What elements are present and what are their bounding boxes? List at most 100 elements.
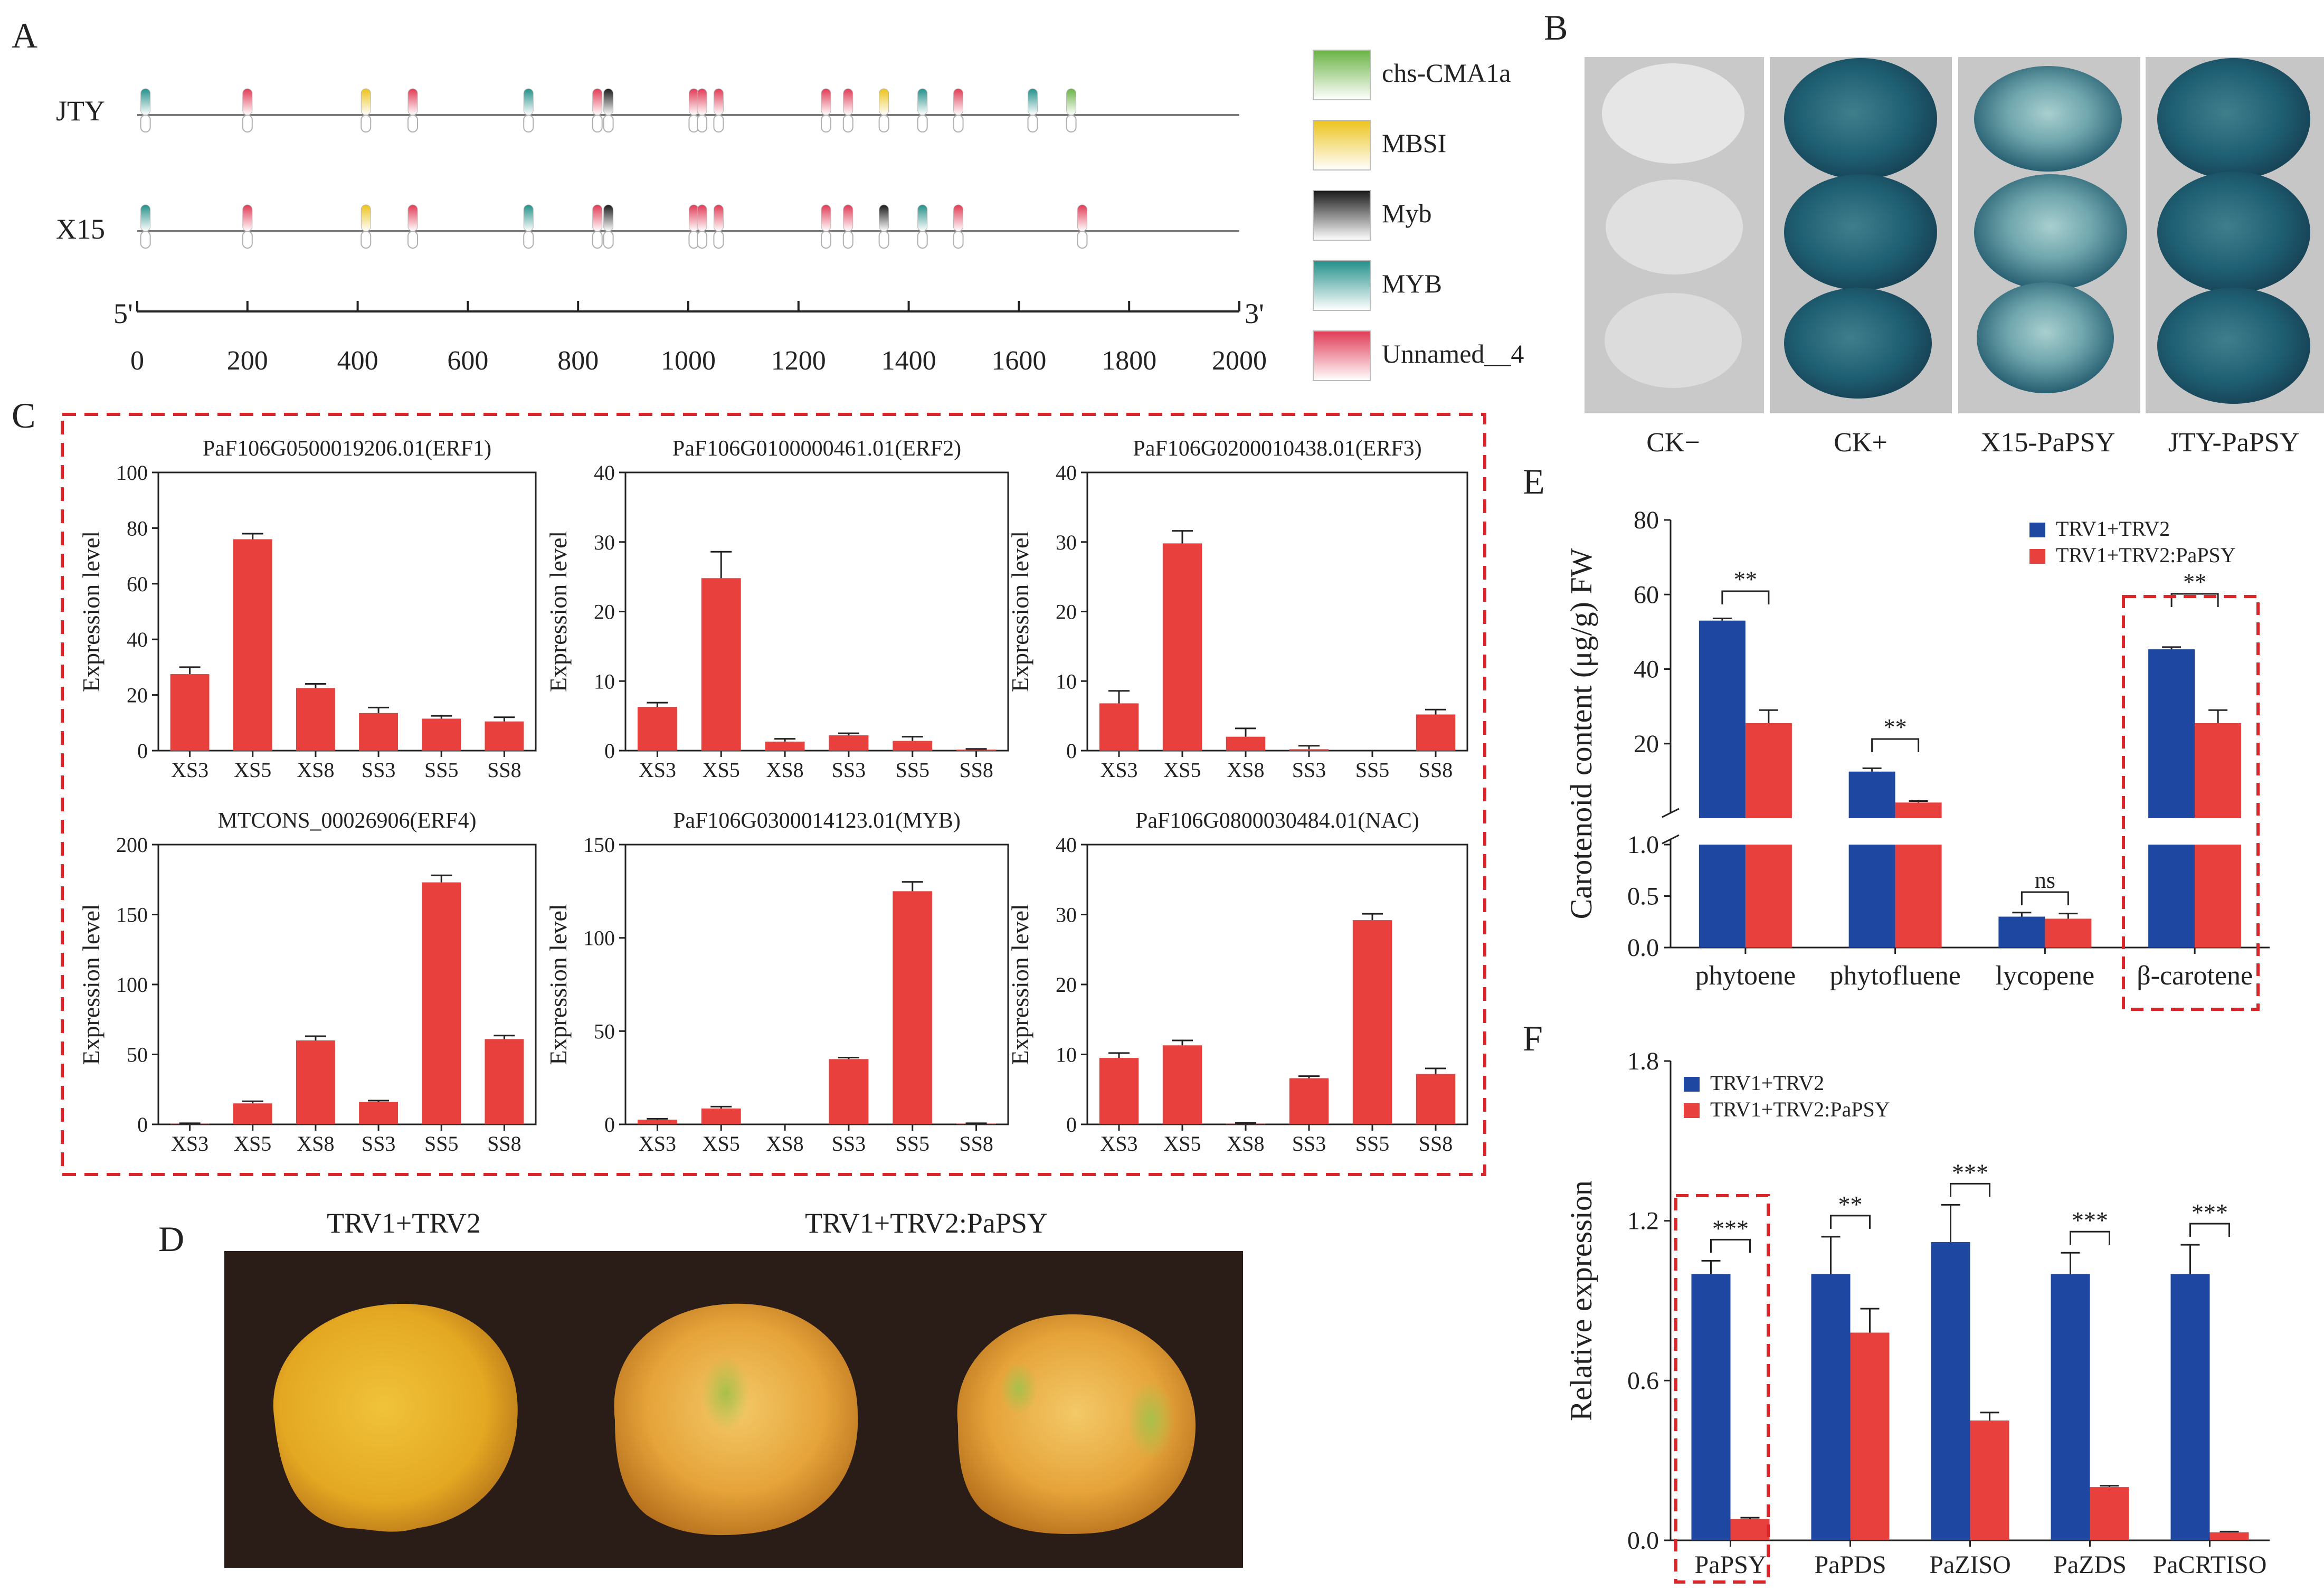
green-patch-2 — [1127, 1380, 1174, 1460]
y-tick-label: 1.2 — [1627, 1207, 1659, 1235]
motif-unnamed__4-jty — [821, 88, 831, 116]
y-tick-label: 40 — [1634, 656, 1659, 684]
bar-xs5 — [701, 1108, 741, 1124]
significance-mark: *** — [2072, 1207, 2108, 1234]
bar-ss5 — [893, 741, 933, 751]
motif-legend: chs-CMA1a MBSI Myb MYB Unnamed__4 — [1313, 50, 1524, 381]
y-tick-label: 10 — [1056, 669, 1077, 693]
x-tick-label: XS5 — [234, 1132, 271, 1156]
x-tick-label: SS5 — [424, 1132, 459, 1156]
x-tick-label: SS5 — [424, 758, 459, 782]
y-axis-label: Expression level — [545, 531, 572, 692]
chart-erf3: PaF106G0200010438.01(ERF3) 0 10 20 30 40 XS3 XS… — [1007, 437, 1468, 782]
bar-xs3 — [637, 1120, 677, 1124]
bar-phytofluene-papsy — [1895, 802, 1942, 818]
five-prime-label: 5' — [113, 298, 133, 329]
significance-mark: ** — [1884, 714, 1907, 740]
bar-papds-control — [1811, 1274, 1851, 1540]
bar-phytofluene-control — [1848, 771, 1895, 818]
plot-frame — [1086, 471, 1468, 752]
motif-unnamed__4-x15 — [697, 204, 707, 232]
motif-base — [523, 231, 534, 249]
chart-title: PaF106G0200010438.01(ERF3) — [1133, 437, 1421, 461]
motif-unnamed__4-x15 — [407, 204, 418, 232]
bar-xs5 — [233, 1103, 272, 1124]
bar-pacrtiso-papsy — [2209, 1532, 2249, 1540]
legend-label: chs-CMA1a — [1382, 58, 1511, 88]
significance-mark: ** — [1838, 1191, 1863, 1218]
x-tick-label: XS3 — [1100, 1132, 1137, 1156]
y-axis-label: Expression level — [78, 531, 105, 692]
y-tick-label: 1.0 — [1627, 831, 1659, 859]
axis-tick-label: 1000 — [661, 346, 716, 376]
plate-label-ck-minus: CK− — [1646, 428, 1700, 458]
motif-base — [140, 231, 151, 249]
x-tick-label: SS8 — [1419, 1132, 1453, 1156]
bar-xs3 — [170, 674, 210, 751]
x-tick-label: SS3 — [362, 758, 396, 782]
bar-ss5 — [422, 718, 461, 751]
bar-ss8 — [1416, 1074, 1456, 1124]
y-tick-label: 20 — [1634, 730, 1659, 758]
y-tick-label: 20 — [1056, 600, 1077, 624]
significance-mark: ns — [2035, 867, 2055, 893]
y-tick-label: 50 — [127, 1043, 148, 1067]
plot-frame — [1086, 844, 1468, 1125]
chart-erf1: PaF106G0500019206.01(ERF1) 0 20 40 60 80 100 XS… — [78, 437, 537, 782]
motif-myb-jty — [603, 88, 614, 116]
x-tick-label: PaPDS — [1814, 1551, 1886, 1579]
x-tick-label: XS3 — [171, 758, 208, 782]
x-tick-label: XS8 — [766, 1132, 804, 1156]
motif-unnamed__4-x15 — [953, 204, 964, 232]
y-axis-label: Expression level — [1007, 904, 1033, 1065]
legend-label: TRV1+TRV2:PaPSY — [1710, 1097, 1890, 1121]
motif-base — [407, 115, 418, 132]
legend-swatch-papsy — [1684, 1103, 1700, 1118]
significance-bracket — [2070, 1230, 2110, 1245]
panel-c-dashed-frame — [61, 413, 1486, 1176]
motif-base — [242, 115, 253, 132]
x-tick-label: PaZDS — [2053, 1551, 2127, 1579]
y-tick-label: 0 — [137, 1113, 148, 1137]
y-tick-label: 0 — [137, 739, 148, 763]
significance-mark: *** — [1712, 1215, 1749, 1242]
y-tick-label: 100 — [583, 926, 615, 950]
bar-ss8 — [485, 721, 524, 751]
x-tick-label: XS5 — [1163, 758, 1201, 782]
bar-ss3 — [829, 735, 869, 751]
sequence-label-jty: JTY — [56, 95, 105, 127]
ck-minus-discs — [1602, 63, 1744, 388]
motif-base — [697, 115, 708, 132]
y-tick-label: 0.0 — [1627, 1527, 1659, 1555]
y-tick-label: 100 — [116, 461, 148, 485]
legend-label: MYB — [1382, 269, 1442, 298]
axis-tick-label: 1400 — [881, 346, 936, 376]
x-tick-label: XS3 — [639, 758, 676, 782]
x-tick-label: SS8 — [1419, 758, 1453, 782]
legend-swatch-control — [1684, 1077, 1700, 1092]
significance-bracket — [1871, 738, 1920, 752]
legend-swatch-chs-cma1a — [1313, 50, 1371, 100]
motif-myb-x15 — [917, 204, 928, 232]
motif-myb-jty — [140, 88, 151, 116]
bar-papsy-control — [1691, 1274, 1731, 1540]
x15-papsy-discs — [1974, 66, 2127, 393]
chart-title: PaF106G0500019206.01(ERF1) — [203, 437, 491, 461]
motif-mbsi-jty — [361, 88, 371, 116]
significance-bracket — [1950, 1182, 1990, 1197]
y-tick-label: 40 — [1056, 461, 1077, 485]
motif-mbsi-jty — [879, 88, 889, 116]
significance-bracket — [2170, 593, 2219, 607]
plate-label-jty-papsy: JTY-PaPSY — [2168, 428, 2300, 458]
motif-base — [953, 115, 964, 132]
y-tick-label: 150 — [583, 833, 615, 857]
x-tick-label: β-carotene — [2137, 961, 2253, 991]
motif-base — [842, 231, 853, 249]
motif-unnamed__4-jty — [843, 88, 853, 116]
significance-bracket — [1830, 1215, 1871, 1229]
y-tick-label: 0 — [604, 1113, 615, 1137]
legend-label: TRV1+TRV2 — [2056, 517, 2170, 541]
motif-unnamed__4-jty — [242, 88, 253, 116]
motif-unnamed__4-jty — [953, 88, 964, 116]
legend-swatch-papsy — [2029, 549, 2045, 564]
